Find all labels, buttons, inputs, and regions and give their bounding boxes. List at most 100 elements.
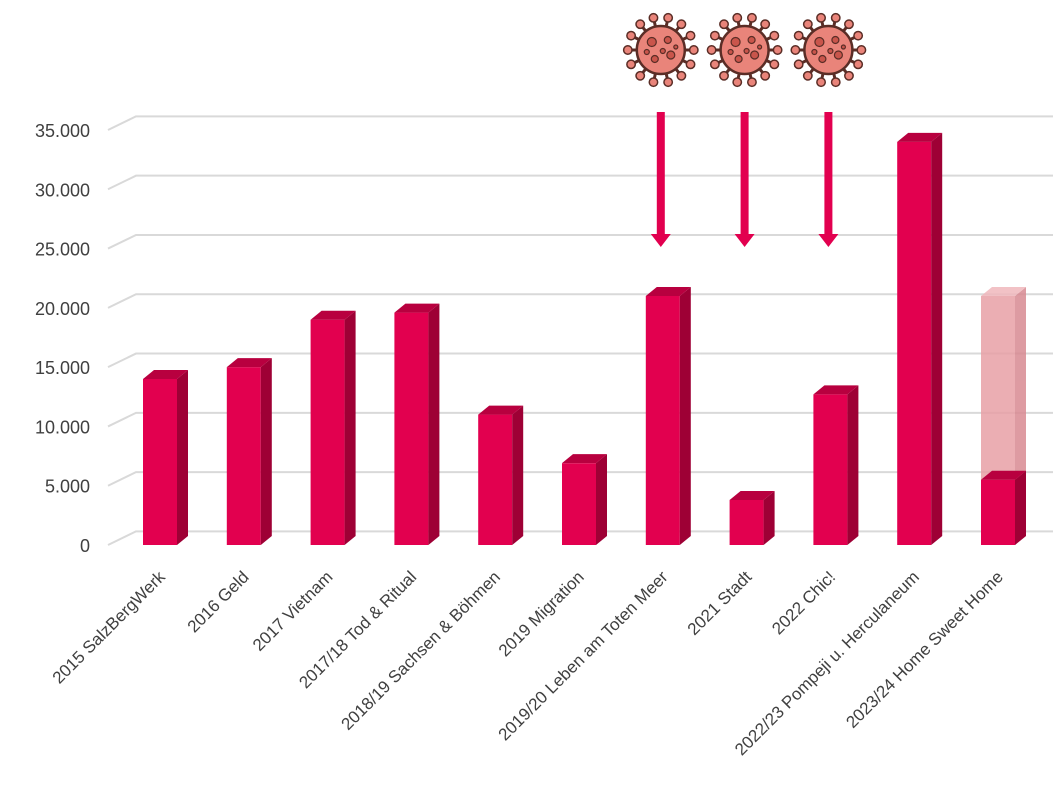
spike-tip [648, 77, 659, 88]
virus-spot [818, 54, 827, 64]
bar [645, 287, 691, 545]
down-arrow [818, 112, 839, 247]
virus-spot [811, 48, 818, 56]
category-label: 2018/19 Sachsen & Böhmen [338, 567, 504, 733]
virus-spot [650, 54, 659, 64]
category-label: 2019 Migration [495, 567, 588, 660]
bar-side [344, 310, 356, 545]
category-label: 2019/20 Leben am Toten Meer [495, 567, 672, 744]
bar-side [260, 358, 272, 545]
bar-top [981, 287, 1026, 296]
bar-front [226, 367, 261, 545]
coronavirus-icon [706, 12, 783, 88]
bar-side [763, 490, 775, 545]
category-label: 2023/24 Home Sweet Home [842, 567, 1006, 731]
spike-tip [626, 59, 637, 70]
virus-spot [663, 35, 672, 45]
spike-tip [844, 70, 854, 81]
bar-top [729, 490, 775, 500]
bar-top [897, 132, 943, 142]
bar-side [596, 454, 607, 545]
bar-front [645, 296, 680, 545]
bar-side [177, 370, 188, 545]
spike-tip [622, 45, 633, 55]
bar [729, 490, 775, 545]
spike-tip [648, 12, 659, 23]
spike-tip [685, 59, 696, 70]
arrow-head [734, 234, 755, 247]
virus-spot [730, 36, 741, 48]
virus-spot [814, 36, 825, 48]
y-axis: 0 5.000 10.000 15.000 20.000 25.000 30.000 35.0… [35, 121, 90, 556]
bar [981, 470, 1026, 545]
spike-tip [844, 19, 854, 30]
spike-tip [769, 30, 780, 41]
virus-spot [833, 50, 844, 60]
bar-front [394, 312, 429, 545]
bar-top [143, 370, 188, 379]
category-label: 2021 Stadt [684, 567, 756, 639]
category-label: 2022 Chic! [768, 567, 839, 638]
virus-spot [749, 50, 760, 60]
spike-tip [746, 77, 757, 88]
y-tick-label: 0 [80, 536, 90, 556]
bar-side [847, 385, 859, 545]
spike-tip [676, 70, 687, 81]
coronavirus-icon [790, 12, 867, 88]
bar-top [562, 454, 607, 464]
y-tick-label: 30.000 [35, 180, 90, 200]
category-label: 2016 Geld [184, 567, 253, 636]
bar-front [981, 479, 1015, 545]
spike-tip [793, 30, 804, 41]
spike-tip [746, 12, 757, 23]
bar [310, 310, 356, 545]
arrow-shaft [656, 112, 665, 234]
gridlines [107, 115, 1053, 546]
spike-tip [732, 12, 743, 23]
spike-tip [709, 59, 720, 70]
category-label: 2022/23 Pompeji u. Herculaneum [731, 567, 923, 759]
spike-tip [635, 19, 646, 30]
spike-tip [816, 12, 827, 23]
y-tick-label: 35.000 [35, 121, 90, 141]
spike-tip [732, 77, 743, 88]
bar-top [226, 358, 272, 368]
spike-tip [772, 45, 783, 55]
arrow-head [650, 234, 671, 247]
bar-front [729, 499, 764, 545]
gridline [107, 411, 1053, 428]
y-tick-label: 25.000 [35, 240, 90, 260]
bar-front [478, 414, 513, 545]
spike-tip [816, 77, 827, 88]
bar-top [394, 303, 440, 313]
bars [143, 132, 1026, 545]
virus-spot [756, 44, 763, 50]
spike-tip [663, 77, 674, 88]
spike-tip [853, 30, 864, 41]
virus-spot [659, 47, 666, 55]
annotations [622, 12, 867, 247]
bar-top [478, 405, 524, 415]
spike-tip [793, 59, 804, 70]
arrow-head [818, 234, 839, 247]
spike-tip [709, 30, 720, 41]
bar-side [931, 132, 943, 545]
gridline [107, 471, 1053, 487]
virus-spot [840, 44, 847, 50]
spike-tip [719, 70, 729, 81]
bar-side [512, 405, 524, 545]
spike-tip [790, 45, 801, 55]
spike-tip [706, 45, 717, 55]
bar-side [428, 303, 440, 545]
spike-tip [760, 19, 771, 30]
spike-tip [688, 45, 699, 55]
category-label: 2015 SalzBergWerk [49, 567, 169, 687]
spike-tip [856, 45, 867, 55]
virus-spot [734, 54, 743, 64]
bar [226, 358, 272, 545]
virus-spot [666, 50, 676, 60]
bar-front [143, 379, 177, 545]
spike-tip [626, 30, 637, 41]
spike-tip [830, 77, 841, 88]
